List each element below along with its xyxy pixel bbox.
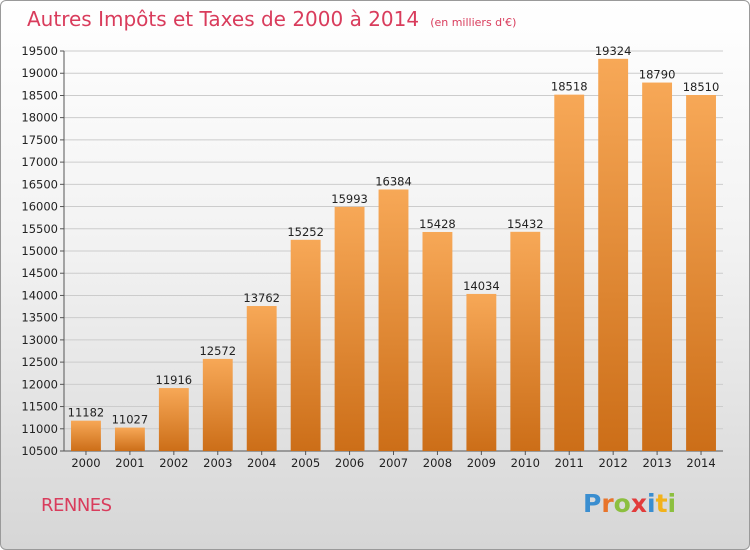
data-label-2013: 18790 (639, 68, 676, 82)
y-tick-label: 17500 (21, 133, 58, 147)
y-tick-label: 16000 (21, 200, 58, 214)
x-tick-label-2005: 2005 (291, 456, 320, 470)
logo-letter: t (655, 489, 668, 518)
bar-2012 (598, 58, 629, 451)
chart-title-block: Autres Impôts et Taxes de 2000 à 2014 (e… (27, 7, 516, 31)
bar-2004 (246, 306, 277, 451)
x-tick-label-2011: 2011 (555, 456, 584, 470)
x-tick-label-2013: 2013 (642, 456, 671, 470)
bar-2008 (422, 231, 453, 451)
x-tick-label-2010: 2010 (511, 456, 540, 470)
y-tick-label: 18500 (21, 88, 58, 102)
y-tick-label: 11000 (21, 422, 58, 436)
chart-unit: (en milliers d'€) (430, 16, 517, 29)
bar-2013 (642, 82, 673, 452)
logo-letter: x (630, 489, 647, 518)
proxiti-logo: Proxiti (583, 489, 676, 518)
bar-2006 (334, 206, 365, 451)
x-tick-label-2007: 2007 (379, 456, 408, 470)
bar-2009 (466, 293, 497, 451)
x-tick-label-2006: 2006 (335, 456, 364, 470)
x-tick-labels: 2000 2001 2002 2003 2004 2005 2006 2007 2008 2009… (71, 451, 716, 470)
data-label-2004: 13762 (243, 291, 280, 305)
data-label-2003: 12572 (199, 344, 236, 358)
y-tick-label: 14500 (21, 266, 58, 280)
data-label-2011: 18518 (551, 80, 588, 94)
bar-2011 (554, 94, 585, 452)
bar-2002 (158, 388, 189, 451)
logo-letter: r (601, 489, 614, 518)
data-label-2000: 11182 (68, 406, 105, 420)
y-tick-label: 13000 (21, 333, 58, 347)
data-label-2002: 11916 (156, 373, 193, 387)
y-tick-labels: 10500 11000 11500 12000 12500 13000 13500 14000… (21, 44, 58, 458)
x-tick-label-2001: 2001 (115, 456, 144, 470)
bar-2007 (378, 189, 409, 451)
x-tick-label-2002: 2002 (159, 456, 188, 470)
y-tick-label: 13500 (21, 311, 58, 325)
data-label-2009: 14034 (463, 279, 500, 293)
data-label-2005: 15252 (287, 225, 324, 239)
data-label-2007: 16384 (375, 174, 412, 188)
x-tick-label-2004: 2004 (247, 456, 276, 470)
bar-2010 (510, 231, 541, 451)
data-label-2010: 15432 (507, 217, 544, 231)
x-tick-label-2009: 2009 (467, 456, 496, 470)
y-tick-label: 19000 (21, 66, 58, 80)
x-tick-label-2012: 2012 (599, 456, 628, 470)
y-tick-label: 15500 (21, 222, 58, 236)
data-label-2014: 18510 (683, 80, 720, 94)
x-tick-label-2003: 2003 (203, 456, 232, 470)
y-tick-label: 15000 (21, 244, 58, 258)
y-tick-label: 14000 (21, 288, 58, 302)
logo-letter: i (647, 489, 656, 518)
bar-2000 (71, 420, 101, 451)
city-name: RENNES (41, 495, 112, 516)
y-tick-label: 17000 (21, 155, 58, 169)
x-tick-label-2000: 2000 (71, 456, 100, 470)
x-tick-label-2014: 2014 (686, 456, 715, 470)
y-tick-label: 18000 (21, 111, 58, 125)
bar-2001 (114, 427, 145, 451)
logo-letter: i (667, 489, 677, 518)
bar-2014 (686, 95, 716, 451)
y-tick-label: 19500 (21, 44, 58, 58)
bars (71, 58, 716, 452)
data-labels: 11182 11027 11916 12572 13762 15252 15993 16384… (68, 44, 720, 427)
y-tick-label: 12500 (21, 355, 58, 369)
data-label-2001: 11027 (112, 413, 149, 427)
y-tick-label: 16500 (21, 177, 58, 191)
y-tick-label: 11500 (21, 400, 58, 414)
y-tick-label: 12000 (21, 377, 58, 391)
chart-title: Autres Impôts et Taxes de 2000 à 2014 (27, 7, 420, 31)
bar-2003 (202, 358, 233, 451)
logo-letter: o (613, 489, 631, 518)
y-tick-label: 10500 (21, 444, 58, 458)
data-label-2012: 19324 (595, 44, 632, 58)
x-tick-label-2008: 2008 (423, 456, 452, 470)
data-label-2006: 15993 (331, 192, 368, 206)
data-label-2008: 15428 (419, 217, 456, 231)
logo-letter: P (583, 489, 602, 518)
bar-2005 (290, 239, 321, 451)
